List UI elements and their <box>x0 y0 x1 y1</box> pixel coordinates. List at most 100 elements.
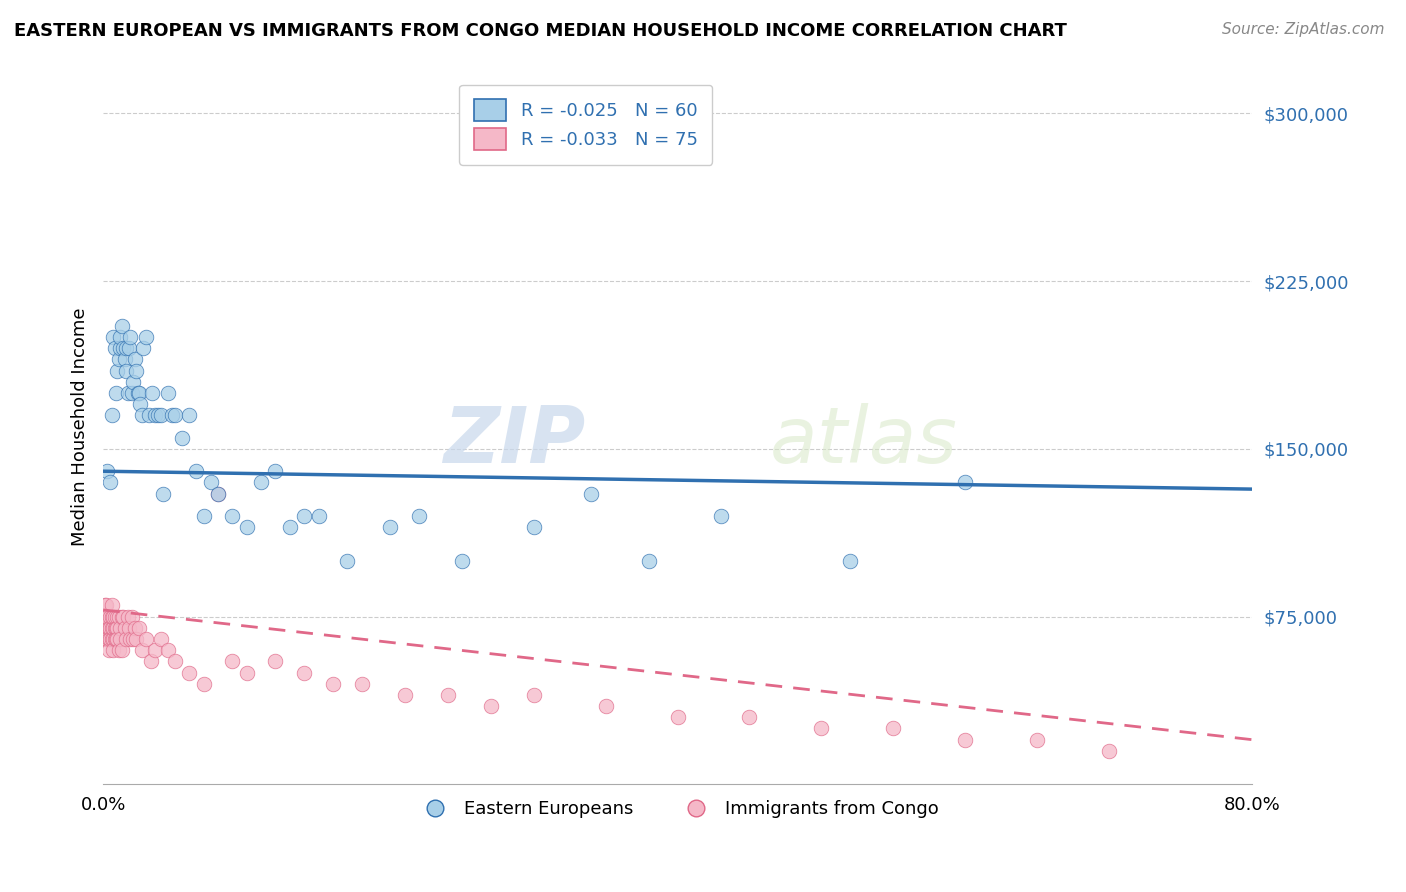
Point <box>278 520 301 534</box>
Point <box>103 330 125 344</box>
Point <box>179 665 201 680</box>
Point <box>221 508 243 523</box>
Point <box>207 486 229 500</box>
Point <box>139 654 162 668</box>
Point <box>105 621 128 635</box>
Point <box>124 352 146 367</box>
Point <box>105 385 128 400</box>
Point <box>408 508 430 523</box>
Point <box>98 632 121 646</box>
Point <box>100 632 122 646</box>
Point <box>118 621 141 635</box>
Point <box>308 508 330 523</box>
Point <box>125 363 148 377</box>
Point <box>186 464 208 478</box>
Point <box>98 609 121 624</box>
Point <box>114 621 136 635</box>
Point <box>135 632 157 646</box>
Legend: Eastern Europeans, Immigrants from Congo: Eastern Europeans, Immigrants from Congo <box>409 793 946 825</box>
Point <box>523 688 546 702</box>
Point <box>104 632 127 646</box>
Point <box>172 431 194 445</box>
Point <box>100 409 122 423</box>
Point <box>128 385 150 400</box>
Point <box>103 632 125 646</box>
Point <box>93 599 115 613</box>
Point <box>236 665 259 680</box>
Point <box>94 621 117 635</box>
Point <box>336 554 359 568</box>
Point <box>105 632 128 646</box>
Point <box>96 632 118 646</box>
Point <box>710 508 733 523</box>
Point <box>292 665 315 680</box>
Point <box>132 341 155 355</box>
Point <box>129 397 152 411</box>
Point <box>111 643 134 657</box>
Point <box>143 409 166 423</box>
Point <box>1097 744 1119 758</box>
Point <box>143 643 166 657</box>
Point <box>114 352 136 367</box>
Point <box>118 341 141 355</box>
Point <box>163 654 186 668</box>
Point <box>107 621 129 635</box>
Point <box>149 409 172 423</box>
Point <box>107 363 129 377</box>
Point <box>350 677 373 691</box>
Point <box>810 722 832 736</box>
Point <box>111 318 134 333</box>
Point <box>110 330 132 344</box>
Point <box>100 599 122 613</box>
Point <box>200 475 222 490</box>
Point <box>121 385 143 400</box>
Point <box>117 609 139 624</box>
Point <box>96 464 118 478</box>
Y-axis label: Median Household Income: Median Household Income <box>72 307 89 546</box>
Point <box>595 699 617 714</box>
Point <box>93 609 115 624</box>
Text: atlas: atlas <box>769 403 957 479</box>
Point <box>221 654 243 668</box>
Point <box>124 621 146 635</box>
Point <box>127 385 149 400</box>
Point <box>738 710 761 724</box>
Point <box>121 609 143 624</box>
Point <box>141 385 163 400</box>
Point <box>104 621 127 635</box>
Point <box>264 464 287 478</box>
Point <box>111 609 134 624</box>
Point <box>96 609 118 624</box>
Point <box>160 409 183 423</box>
Point <box>97 621 120 635</box>
Point <box>292 508 315 523</box>
Point <box>149 632 172 646</box>
Point <box>97 643 120 657</box>
Point <box>1025 732 1047 747</box>
Point <box>250 475 273 490</box>
Point <box>110 621 132 635</box>
Point <box>138 409 160 423</box>
Point <box>207 486 229 500</box>
Point <box>104 609 127 624</box>
Point <box>437 688 460 702</box>
Point <box>103 609 125 624</box>
Point <box>638 554 661 568</box>
Point <box>117 385 139 400</box>
Point <box>104 341 127 355</box>
Point <box>110 341 132 355</box>
Point <box>882 722 904 736</box>
Point <box>179 409 201 423</box>
Point <box>122 632 145 646</box>
Point <box>523 520 546 534</box>
Point <box>107 632 129 646</box>
Point <box>100 609 122 624</box>
Point <box>953 475 976 490</box>
Point <box>131 409 153 423</box>
Text: Source: ZipAtlas.com: Source: ZipAtlas.com <box>1222 22 1385 37</box>
Point <box>581 486 603 500</box>
Point <box>128 621 150 635</box>
Point <box>110 632 132 646</box>
Point <box>156 643 179 657</box>
Point <box>152 486 174 500</box>
